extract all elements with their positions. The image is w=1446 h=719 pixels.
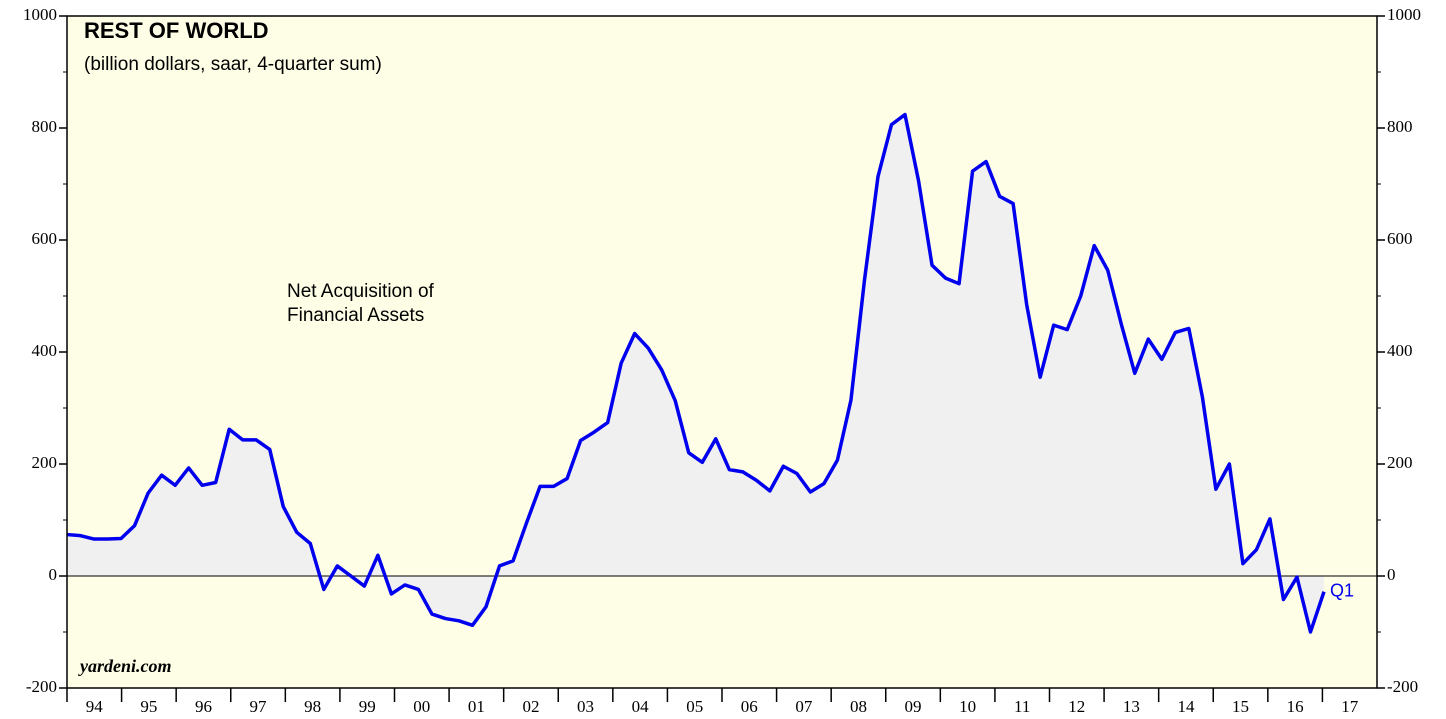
x-tick-label: 04: [632, 697, 650, 716]
line: [66, 112, 1326, 634]
x-tick-label: 05: [686, 697, 703, 716]
source: yardeni.com: [78, 656, 172, 676]
x-tick-label: 16: [1287, 697, 1304, 716]
end-label: Q1: [1330, 580, 1354, 600]
x-tick-label: 00: [413, 697, 430, 716]
x-tick-label: 98: [304, 697, 321, 716]
area: [67, 114, 1324, 632]
x-tick-label: 97: [250, 697, 268, 716]
y-tick-label: 400: [32, 341, 58, 360]
chart-title: REST OF WORLD: [84, 18, 269, 43]
x-tick-label: 95: [140, 697, 157, 716]
y2-tick-label: 400: [1387, 341, 1413, 360]
y2-tick-label: 600: [1387, 229, 1413, 248]
y-tick-label: 800: [32, 117, 58, 136]
x-tick-label: 94: [86, 697, 104, 716]
x-tick-label: 12: [1068, 697, 1085, 716]
y-tick-label: 200: [32, 453, 58, 472]
x-tick-label: 02: [522, 697, 539, 716]
x-tick-label: 14: [1177, 697, 1195, 716]
annotation: Financial Assets: [287, 305, 424, 326]
y2-tick-label: 800: [1387, 117, 1413, 136]
x-tick-label: 10: [959, 697, 976, 716]
chart-subtitle: (billion dollars, saar, 4-quarter sum): [84, 54, 382, 75]
x-tick-label: 17: [1341, 697, 1359, 716]
x-tick-label: 06: [741, 697, 758, 716]
x-tick-label: 09: [905, 697, 922, 716]
y-tick-label: -200: [26, 677, 57, 696]
x-tick-label: 13: [1123, 697, 1140, 716]
x-tick-label: 96: [195, 697, 212, 716]
y-tick-label: 1000: [23, 5, 57, 24]
y2-tick-label: 1000: [1387, 5, 1421, 24]
x-tick-label: 15: [1232, 697, 1249, 716]
y2-tick-label: 200: [1387, 453, 1413, 472]
x-tick-label: 99: [359, 697, 376, 716]
x-tick-label: 11: [1014, 697, 1030, 716]
y2-tick-label: -200: [1387, 677, 1418, 696]
x-tick-label: 08: [850, 697, 867, 716]
y2-tick-label: 0: [1387, 565, 1396, 584]
x-tick-label: 01: [468, 697, 485, 716]
y-tick-label: 600: [32, 229, 58, 248]
y-tick-label: 0: [49, 565, 58, 584]
x-tick-label: 03: [577, 697, 594, 716]
annotation: Net Acquisition of: [287, 281, 435, 302]
x-tick-label: 07: [795, 697, 813, 716]
